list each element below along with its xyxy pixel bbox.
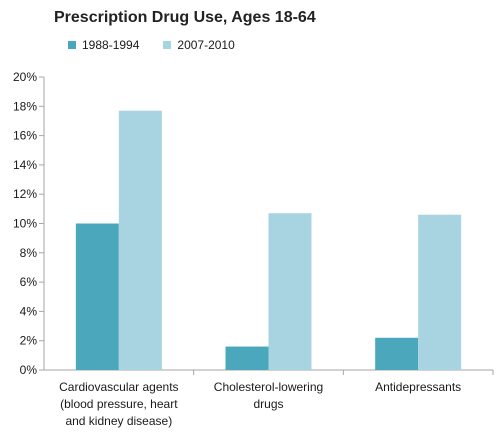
bar-series-2-category-2	[268, 213, 312, 370]
legend-item-series-2: 2007-2010	[163, 38, 235, 52]
x-category-label: Cholesterol-lowering	[214, 380, 323, 394]
y-tick-label: 16%	[13, 129, 37, 143]
y-tick-label: 6%	[20, 275, 38, 289]
chart-title: Prescription Drug Use, Ages 18-64	[54, 9, 316, 26]
y-tick-label: 4%	[20, 304, 38, 318]
x-category-label: Cardiovascular agents	[59, 380, 178, 394]
y-tick-label: 0%	[20, 363, 38, 377]
legend: 1988-1994 2007-2010	[68, 38, 259, 52]
y-tick-label: 8%	[20, 246, 38, 260]
x-category-label: and kidney disease)	[65, 414, 172, 428]
x-category-label: drugs	[253, 397, 283, 411]
bar-series-1-category-3	[375, 337, 419, 370]
legend-swatch-series-1	[68, 41, 76, 49]
y-tick-label: 14%	[13, 158, 37, 172]
bar-series-2-category-3	[418, 214, 462, 370]
x-category-label: Antidepressants	[375, 380, 461, 394]
y-tick-label: 18%	[13, 99, 37, 113]
legend-swatch-series-2	[163, 41, 172, 49]
legend-label-series-2: 2007-2010	[177, 38, 235, 52]
x-category-label: (blood pressure, heart	[60, 397, 178, 411]
bar-series-1-category-2	[225, 346, 269, 370]
bar-series-1-category-1	[75, 223, 119, 370]
y-tick-label: 10%	[13, 217, 37, 231]
bar-series-2-category-1	[118, 110, 162, 370]
y-tick-label: 12%	[13, 187, 37, 201]
y-tick-label: 20%	[13, 70, 37, 84]
legend-label-series-1: 1988-1994	[82, 38, 140, 52]
y-tick-label: 2%	[20, 334, 38, 348]
legend-item-series-1: 1988-1994	[68, 38, 139, 52]
